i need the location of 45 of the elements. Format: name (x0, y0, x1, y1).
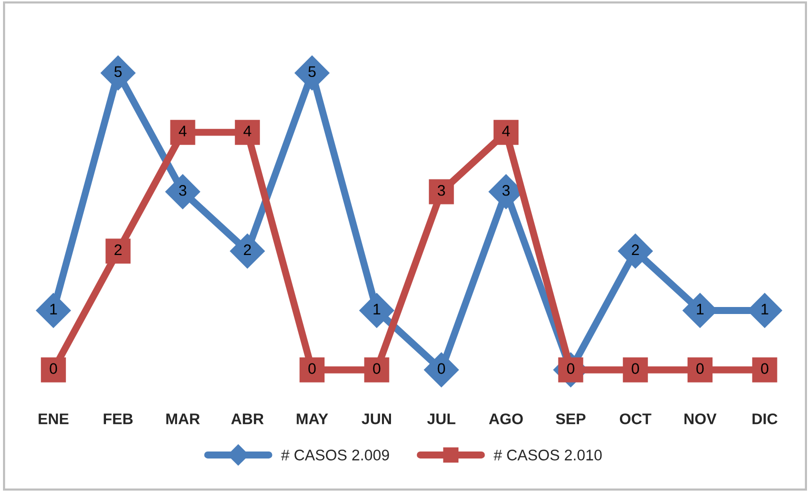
x-tick-label: DIC (752, 413, 778, 424)
data-label: 0 (438, 363, 446, 374)
data-label: 0 (373, 363, 380, 374)
x-tick-label: SEP (556, 413, 586, 424)
x-tick-label: FEB (104, 414, 133, 424)
data-label: 0 (696, 363, 704, 374)
x-tick-label: AGO (489, 413, 523, 424)
x-tick-label: ENE (38, 414, 69, 424)
data-label: 2 (632, 244, 639, 256)
x-tick-label: JUL (427, 414, 456, 424)
x-tick-label: MAY (296, 414, 328, 424)
data-label: 1 (374, 304, 380, 314)
data-label: 4 (243, 126, 252, 136)
x-tick-label: NOV (684, 413, 716, 424)
data-label: 2 (244, 244, 251, 256)
data-label: 0 (632, 363, 640, 374)
point (359, 293, 394, 328)
data-label: 5 (308, 66, 316, 78)
x-tick-label: ABR (231, 414, 264, 424)
data-label: 1 (762, 304, 768, 314)
data-label: 0 (567, 363, 574, 374)
data-label: 3 (179, 184, 186, 196)
data-label: 5 (114, 66, 122, 78)
x-tick-label: OCT (620, 413, 652, 424)
point (36, 293, 71, 328)
data-label: 1 (696, 304, 704, 314)
legend-label: # CASOS 2.010 (494, 450, 602, 460)
point (165, 174, 200, 210)
point (100, 56, 136, 90)
point (294, 56, 330, 90)
point (618, 234, 653, 268)
legend-label: # CASOS 2.009 (281, 450, 389, 460)
data-label: 0 (761, 363, 768, 374)
x-tick-label: JUN (362, 414, 391, 424)
data-label: 4 (178, 126, 187, 136)
data-label: 2 (114, 244, 122, 256)
data-label: 4 (502, 126, 510, 136)
point (424, 352, 459, 388)
data-label: 0 (50, 363, 58, 374)
point (230, 234, 265, 268)
x-tick-label: MAR (166, 414, 200, 424)
data-label: 1 (50, 304, 57, 314)
data-label: 3 (438, 184, 445, 196)
data-label: 3 (502, 184, 510, 196)
data-label: 0 (308, 363, 316, 374)
